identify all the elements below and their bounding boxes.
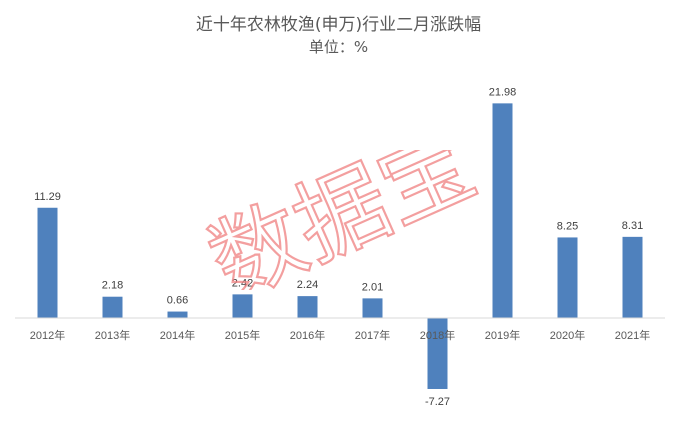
data-label: 2.01: [362, 281, 383, 293]
x-tick-label: 2016年: [290, 328, 325, 342]
x-tick-label: 2019年: [485, 328, 520, 342]
data-label: 8.31: [622, 220, 643, 232]
bar-2014年: [167, 311, 188, 318]
x-tick-label: 2013年: [95, 328, 130, 342]
bar-2017年: [362, 298, 383, 318]
chart-subtitle: 单位：%: [308, 38, 369, 56]
data-label: -7.27: [425, 396, 450, 408]
x-tick-label: 2021年: [615, 328, 650, 342]
x-tick-label: 2012年: [30, 328, 65, 342]
data-label: 11.29: [34, 191, 61, 203]
x-tick-label: 2018年: [420, 328, 455, 342]
x-tick-label: 2020年: [550, 328, 585, 342]
x-tick-label: 2014年: [160, 328, 195, 342]
x-tick-label: 2015年: [225, 328, 260, 342]
bar-2021年: [622, 236, 643, 318]
data-label: 2.24: [297, 279, 318, 291]
x-tick-label: 2017年: [355, 328, 390, 342]
bar-2015年: [232, 294, 253, 318]
bar-2019年: [492, 103, 513, 319]
bar-2012年: [37, 207, 58, 318]
data-label: 2.42: [232, 277, 253, 289]
bar-2018年: [427, 318, 448, 389]
data-label: 21.98: [489, 86, 517, 98]
data-label: 2.18: [102, 280, 123, 292]
chart-title: 近十年农林牧渔(申万)行业二月涨跌幅: [195, 15, 482, 35]
bar-2020年: [557, 237, 578, 318]
data-label: 8.25: [557, 220, 578, 232]
bar-2016年: [297, 296, 318, 318]
data-label: 0.66: [167, 295, 188, 307]
bar-2013年: [102, 296, 123, 318]
